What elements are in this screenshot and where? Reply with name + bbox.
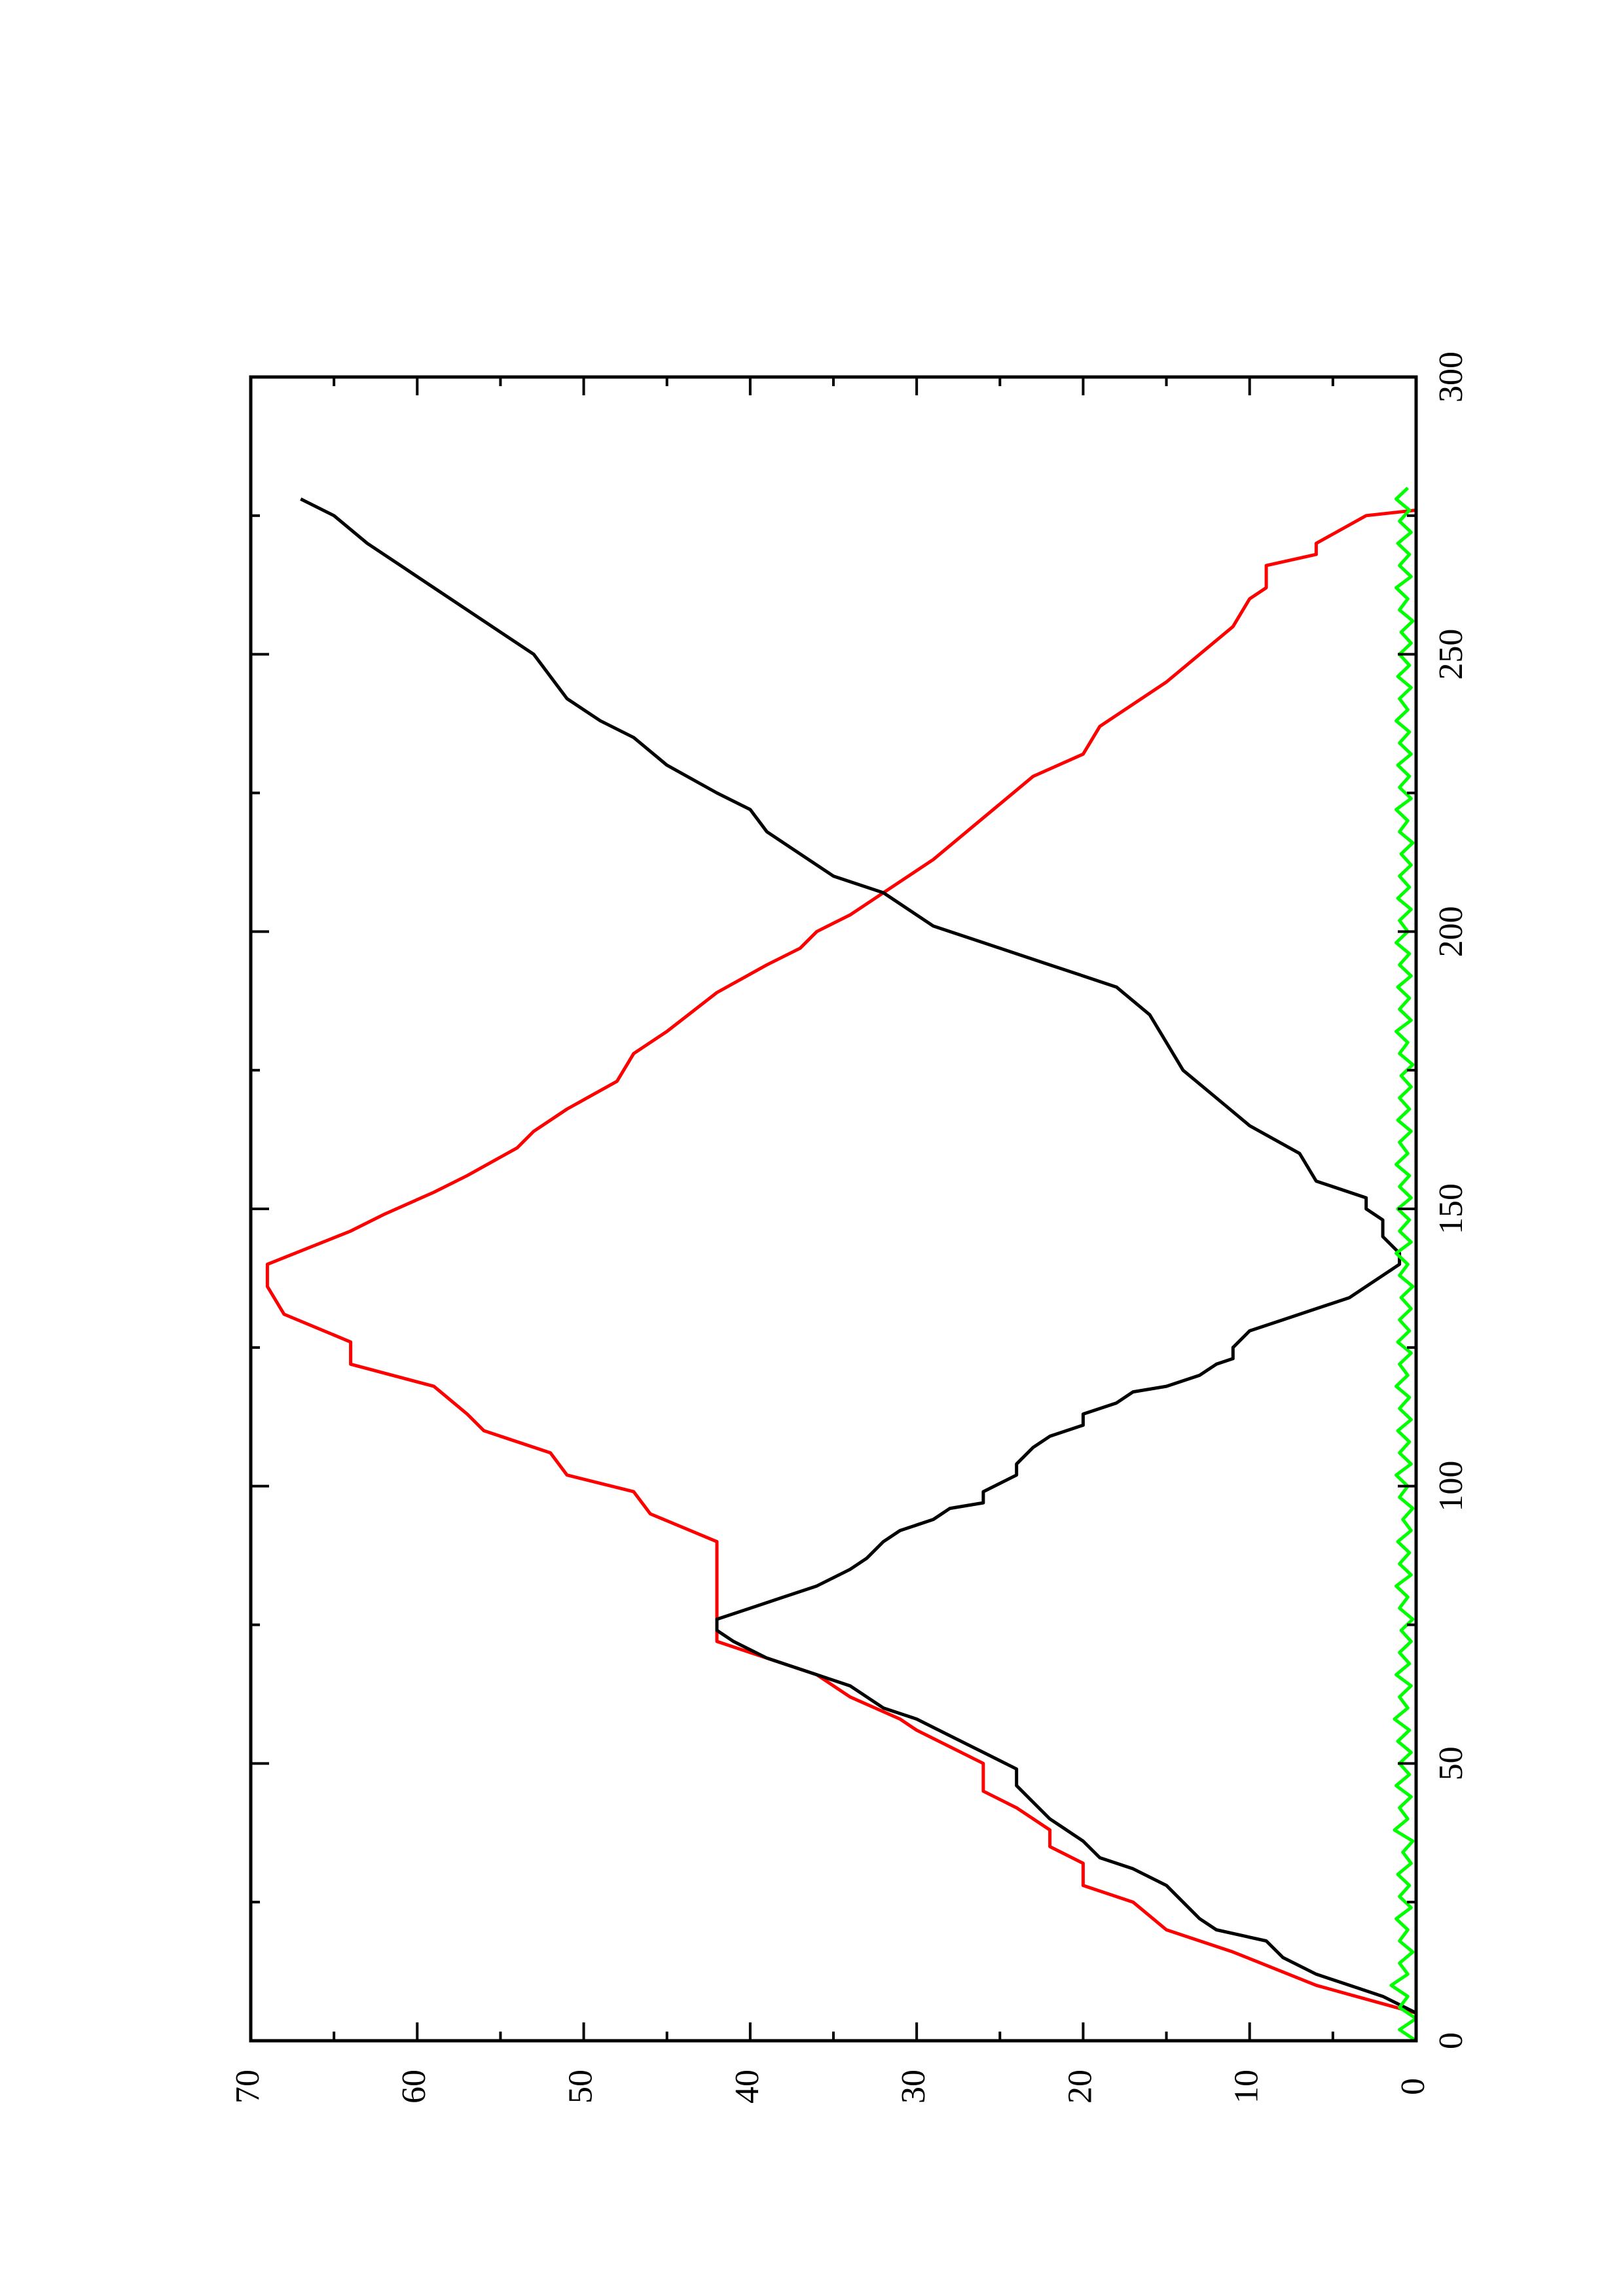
x-tick-label: 100 — [1432, 1461, 1470, 1512]
x-tick-label: 0 — [1432, 2032, 1470, 2049]
y-tick-label: 10 — [1228, 2070, 1266, 2104]
series-line-0 — [265, 508, 1418, 2041]
series-line-2 — [1389, 486, 1418, 2043]
tick-layer — [249, 376, 1417, 2042]
y-tick-label: 0 — [1395, 2078, 1432, 2095]
series-layer — [265, 486, 1418, 2043]
series-line-1 — [300, 497, 1418, 2041]
x-tick-label: 250 — [1432, 629, 1470, 680]
x-tick-label: 150 — [1432, 1183, 1470, 1234]
y-tick-label: 30 — [895, 2070, 932, 2104]
tick-label-layer: 0 50 100 150 200 250 300 0 10 20 30 40 50 60 70 — [229, 351, 1470, 2104]
x-tick-label: 300 — [1432, 351, 1470, 403]
x-tick-label: 50 — [1432, 1746, 1470, 1780]
y-tick-label: 20 — [1061, 2070, 1099, 2104]
y-tick-label: 70 — [229, 2070, 266, 2104]
y-tick-label: 40 — [729, 2070, 766, 2104]
plot-frame — [249, 375, 1418, 2043]
x-tick-label: 200 — [1432, 906, 1470, 957]
y-tick-label: 50 — [562, 2070, 600, 2104]
y-tick-label: 60 — [395, 2070, 433, 2104]
